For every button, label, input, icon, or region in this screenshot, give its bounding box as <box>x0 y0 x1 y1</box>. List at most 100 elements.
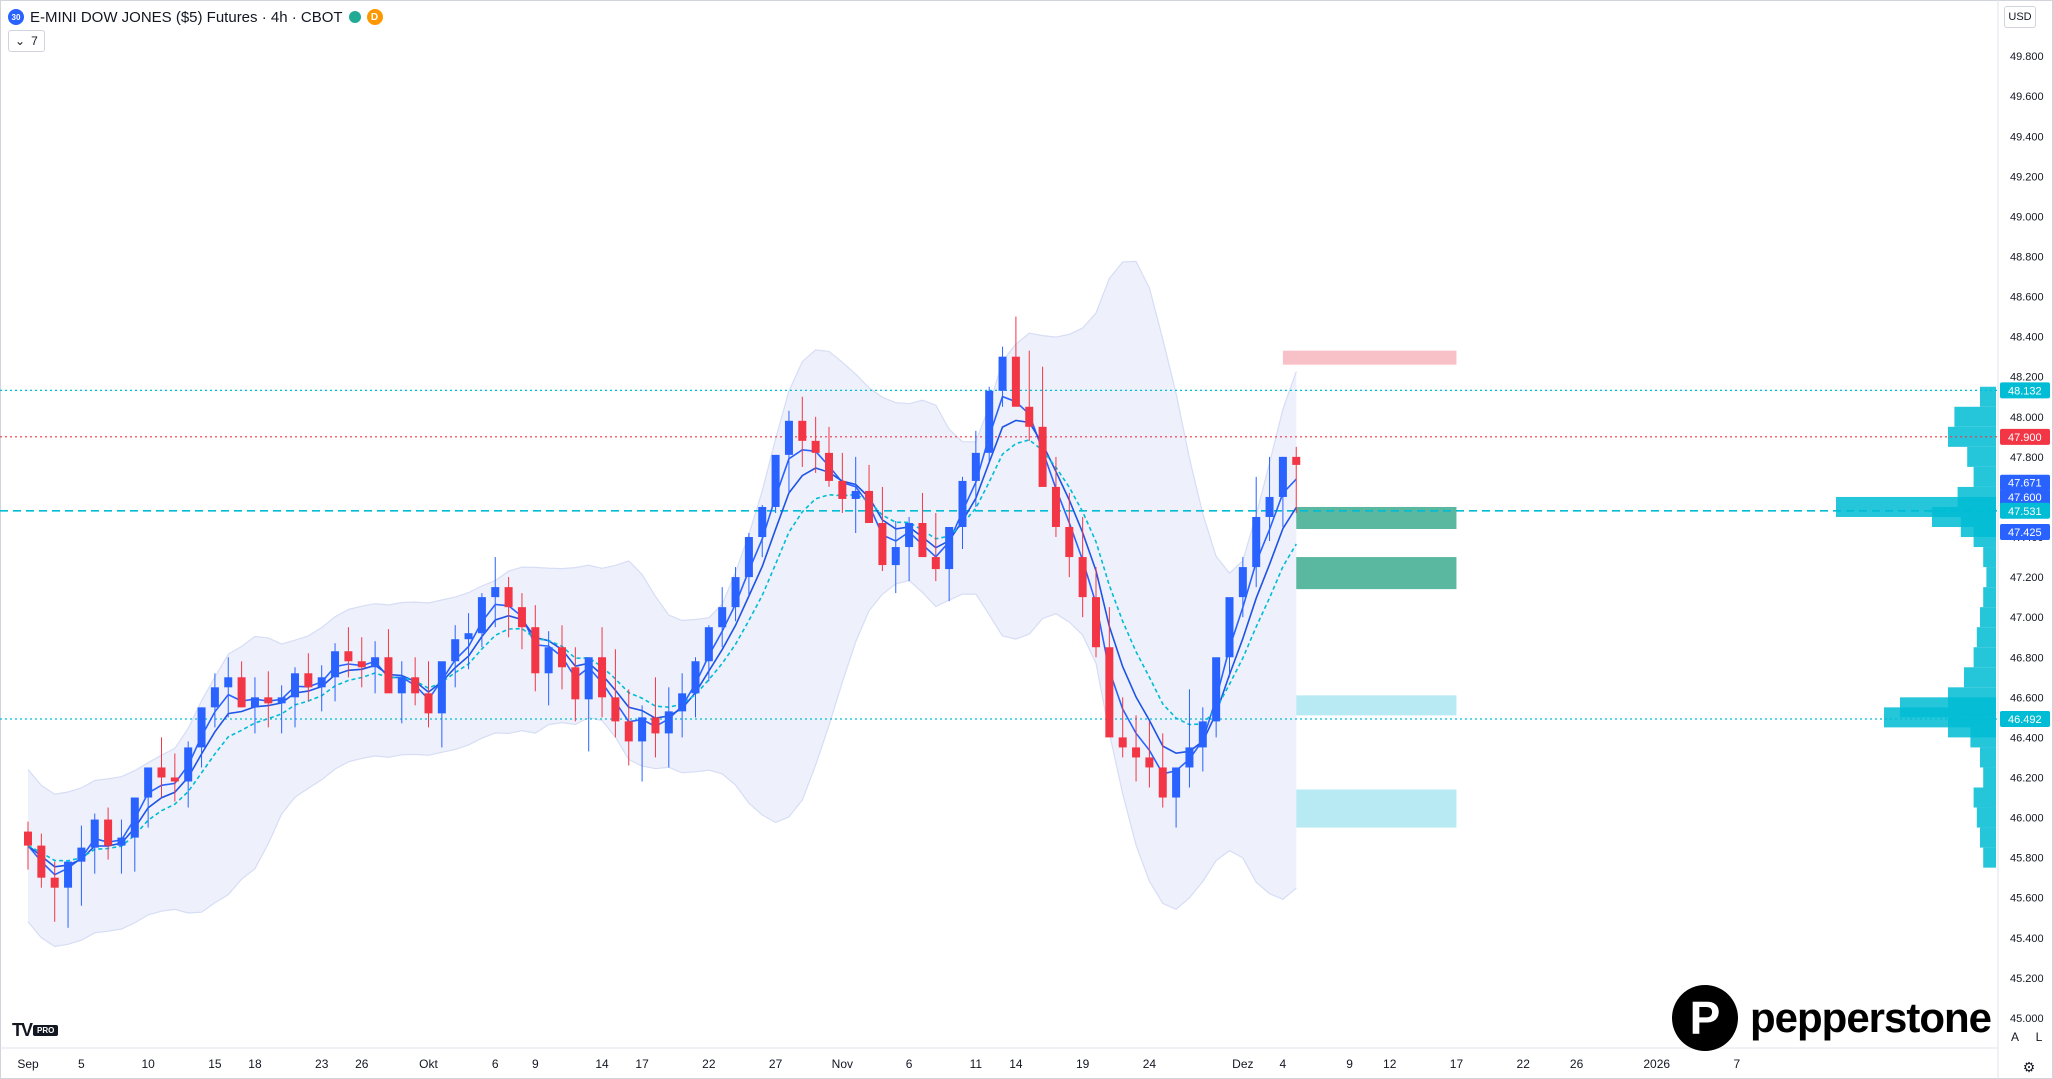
candle-body <box>304 673 313 688</box>
y-tick-label: 48.200 <box>2010 372 2044 384</box>
price-label-text: 47.671 <box>2008 478 2042 490</box>
candle-body <box>50 877 59 888</box>
x-tick-label: 2026 <box>1643 1057 1670 1071</box>
candle <box>1038 366 1047 487</box>
candle <box>624 689 633 766</box>
candle-body <box>477 597 486 634</box>
candle-body <box>491 587 500 598</box>
candle-body <box>250 697 259 708</box>
x-tick-label: 22 <box>1517 1057 1531 1071</box>
candle-body <box>651 717 660 734</box>
candle <box>1118 697 1127 758</box>
candle <box>838 452 847 513</box>
price-label-text: 47.425 <box>2008 527 2042 539</box>
candle <box>104 807 113 860</box>
candle-body <box>210 687 219 708</box>
price-label-box <box>2000 710 2050 727</box>
x-tick-label: 9 <box>1346 1057 1353 1071</box>
candle <box>584 657 593 752</box>
candle <box>371 641 380 694</box>
candle <box>264 671 273 728</box>
candle <box>144 767 153 828</box>
y-tick-label: 47.000 <box>2010 612 2044 624</box>
chart-legend: 30 E-MINI DOW JONES ($5) Futures · 4h · … <box>8 6 383 28</box>
candle-body <box>357 661 366 668</box>
currency-button[interactable]: USD <box>2004 6 2036 28</box>
x-tick-label: 12 <box>1383 1057 1397 1071</box>
x-tick-label: 9 <box>532 1057 539 1071</box>
candle <box>638 705 647 782</box>
candle <box>237 661 246 708</box>
candle <box>24 821 32 870</box>
y-tick-label: 49.000 <box>2010 211 2044 223</box>
candle <box>291 667 299 728</box>
candle <box>544 631 553 706</box>
candle-body <box>1212 657 1221 722</box>
candle <box>678 673 687 738</box>
candle-body <box>77 847 86 862</box>
candle <box>704 625 713 682</box>
x-tick-label: 15 <box>208 1057 222 1071</box>
candle <box>1238 557 1247 618</box>
y-tick-label: 49.800 <box>2010 51 2044 63</box>
candle <box>558 625 566 690</box>
volume-profile-bar <box>1983 767 1996 788</box>
candle <box>784 410 793 493</box>
tradingview-logo[interactable]: TV PRO <box>12 1020 59 1040</box>
settings-gear-icon[interactable]: ⚙ <box>2022 1058 2036 1075</box>
indicator-toggle-button[interactable]: ⌄ 7 <box>8 30 45 52</box>
candle <box>1212 657 1221 738</box>
candle <box>798 396 807 467</box>
candle-body <box>558 647 566 668</box>
candle <box>77 825 86 906</box>
candle <box>1105 607 1114 738</box>
candle-body <box>638 717 647 742</box>
candle-body <box>624 721 633 742</box>
candle <box>317 665 326 712</box>
candle-body <box>397 677 406 694</box>
price-label-box <box>2000 428 2050 445</box>
candle-body <box>664 711 673 734</box>
candle <box>1092 567 1100 658</box>
candle-body <box>825 452 833 481</box>
y-tick-label: 46.400 <box>2010 732 2044 744</box>
candle-body <box>1105 647 1114 738</box>
candle-body <box>798 420 807 441</box>
symbol-title[interactable]: E-MINI DOW JONES ($5) Futures · 4h · CBO… <box>30 8 343 26</box>
candle-body <box>1198 721 1207 748</box>
y-tick-label: 47.200 <box>2010 572 2044 584</box>
candle-body <box>1292 456 1301 465</box>
candle <box>331 643 340 702</box>
candle <box>397 661 406 724</box>
price-label-box <box>2000 502 2050 519</box>
candle-body <box>584 657 593 700</box>
candle-body <box>117 837 126 846</box>
x-tick-label: 6 <box>492 1057 499 1071</box>
price-label-box <box>2000 488 2050 505</box>
x-tick-label: 10 <box>141 1057 155 1071</box>
candle <box>918 492 927 558</box>
volume-profile-bar <box>1973 647 1996 668</box>
delay-badge: D <box>366 9 383 25</box>
y-tick-label: 45.400 <box>2010 933 2044 945</box>
candle-body <box>891 547 900 566</box>
log-scale-button[interactable]: L <box>2035 1030 2043 1044</box>
candle-body <box>1092 597 1100 648</box>
candle <box>971 430 980 507</box>
candle <box>1025 350 1034 441</box>
auto-scale-button[interactable]: A <box>2010 1030 2019 1044</box>
y-tick-label: 48.000 <box>2010 412 2044 424</box>
candle-body <box>344 651 353 662</box>
y-tick-label: 48.400 <box>2010 332 2044 344</box>
x-tick-label: 22 <box>702 1057 716 1071</box>
candle <box>117 819 126 874</box>
candle-body <box>90 819 99 848</box>
indicator-count: 7 <box>31 34 38 48</box>
volume-profile-bar <box>1983 587 1996 608</box>
volume-profile-bar <box>1954 406 1996 427</box>
candle <box>504 577 513 638</box>
candle-body <box>945 527 954 570</box>
candle <box>664 687 673 768</box>
volume-profile-bar <box>1976 627 1996 648</box>
